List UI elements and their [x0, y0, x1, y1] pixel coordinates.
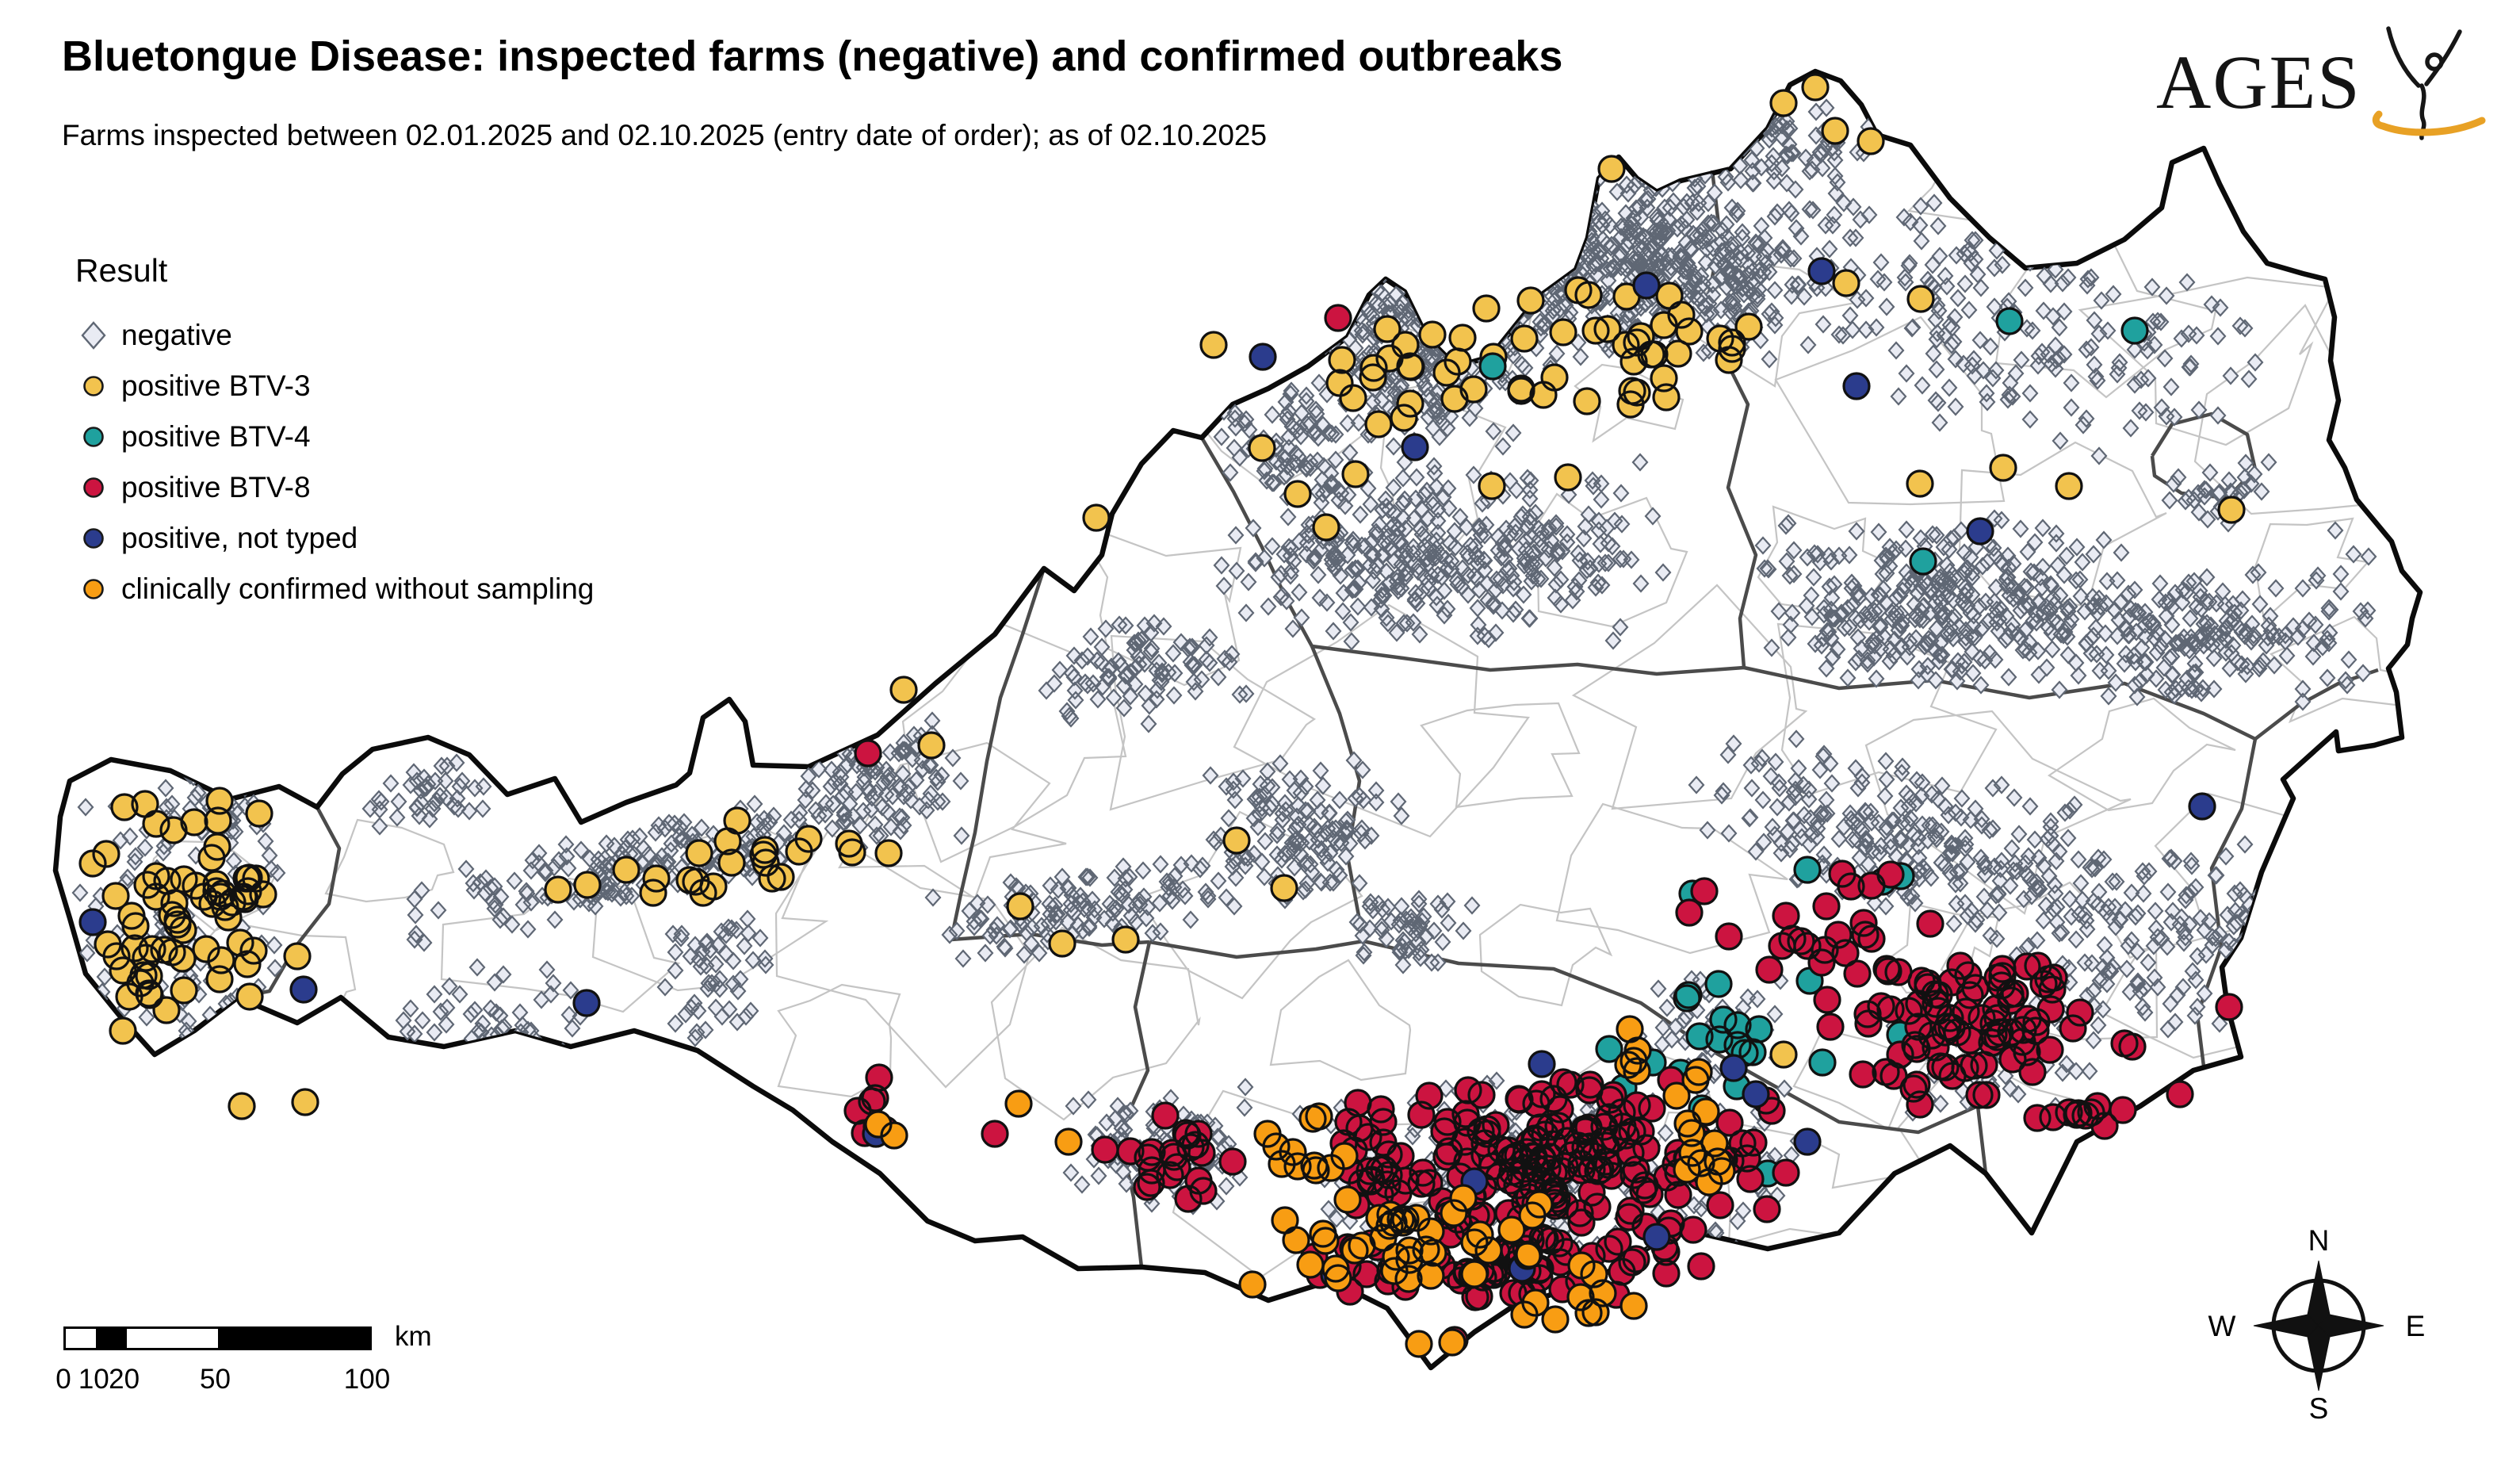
clinical-points: [864, 1015, 1736, 1358]
ages-logo: AGES: [2156, 22, 2496, 141]
legend: Result negative positive BTV-3 positive BT…: [75, 252, 594, 614]
legend-item-label: positive BTV-8: [121, 471, 311, 503]
legend-item-label: negative: [121, 319, 232, 351]
scale-bar-segment: [96, 1329, 127, 1348]
not_typed-marker-icon: [75, 523, 112, 553]
country-border: [52, 68, 2423, 1371]
scale-bar: [63, 1326, 372, 1350]
scale-bar-segment: [217, 1329, 369, 1348]
scale-bar-tick-label: 10: [78, 1364, 109, 1395]
legend-item-label: positive, not typed: [121, 522, 358, 554]
btv8-marker-icon: [75, 473, 112, 503]
legend-item-label: positive BTV-4: [121, 420, 311, 453]
legend-item-not_typed: positive, not typed: [75, 513, 594, 564]
btv3-marker-icon: [75, 371, 112, 401]
legend-item-label: clinically confirmed without sampling: [121, 572, 595, 605]
legend-item-negative: negative: [75, 310, 594, 361]
scale-bar-tick-label: 100: [343, 1364, 391, 1395]
ages-logo-text: AGES: [2156, 39, 2361, 124]
legend-item-btv4: positive BTV-4: [75, 412, 594, 462]
page-subtitle: Farms inspected between 02.01.2025 and 0…: [62, 119, 1268, 151]
scale-bar-tick-label: 20: [109, 1364, 140, 1395]
btv3-points: [78, 73, 2246, 1120]
legend-title: Result: [75, 252, 168, 289]
country-fill: [55, 71, 2420, 1368]
legend-item-btv8: positive BTV-8: [75, 462, 594, 513]
compass-east-label: E: [2406, 1310, 2426, 1342]
btv4-marker-icon: [75, 422, 112, 452]
scale-bar-segment: [66, 1329, 97, 1348]
legend-item-clinical: clinically confirmed without sampling: [75, 564, 594, 614]
scale-bar-unit: km: [395, 1321, 432, 1352]
compass-north-label: N: [2308, 1224, 2330, 1257]
scale-bar-tick-label: 50: [200, 1364, 231, 1395]
compass-south-label: S: [2309, 1392, 2329, 1425]
compass-rose-icon: N E S W: [2208, 1224, 2426, 1425]
legend-item-btv3: positive BTV-3: [75, 361, 594, 412]
compass-west-label: W: [2208, 1310, 2236, 1342]
negative-marker-icon: [75, 320, 112, 350]
scale-bar-tick-label: 0: [55, 1364, 71, 1395]
scale-bar-segment: [126, 1329, 218, 1348]
legend-item-label: positive BTV-3: [121, 369, 311, 402]
clinical-marker-icon: [75, 574, 112, 604]
ages-logo-figure-icon: [2372, 26, 2486, 140]
page-title: Bluetongue Disease: inspected farms (neg…: [62, 33, 1563, 80]
legend-rows: negative positive BTV-3 positive BTV-4 posi…: [75, 310, 594, 614]
